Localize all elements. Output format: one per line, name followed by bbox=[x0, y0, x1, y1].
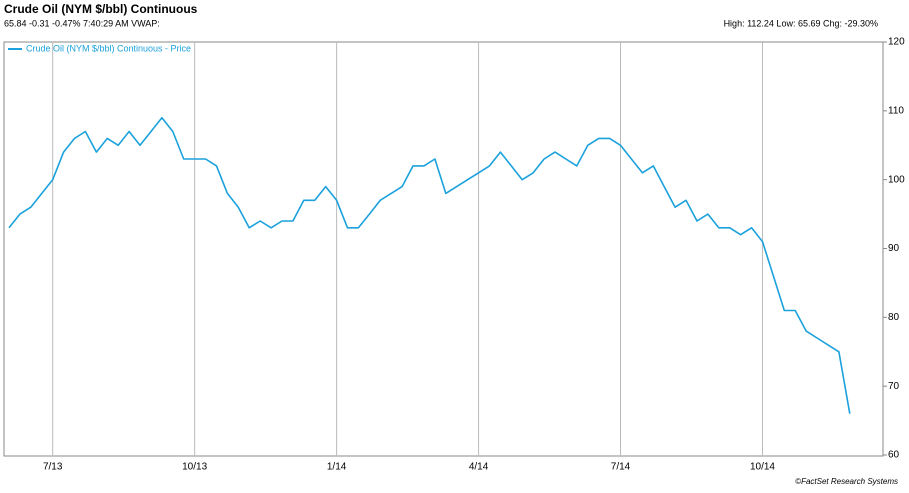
stats: High: 112.24 Low: 65.69 Chg: -29.30% bbox=[724, 18, 878, 28]
y-tick-label: 90 bbox=[888, 243, 900, 254]
plot-frame bbox=[3, 41, 884, 457]
x-tick-label: 10/13 bbox=[182, 462, 207, 473]
x-tick-label: 7/13 bbox=[43, 462, 63, 473]
y-tick-label: 120 bbox=[888, 37, 905, 48]
y-tick-label: 70 bbox=[888, 381, 900, 392]
credit: ©FactSet Research Systems bbox=[795, 477, 898, 486]
x-tick-label: 4/14 bbox=[469, 462, 489, 473]
y-tick-label: 60 bbox=[888, 450, 900, 461]
x-tick-label: 1/14 bbox=[327, 462, 347, 473]
x-tick-label: 7/14 bbox=[611, 462, 631, 473]
y-tick-label: 110 bbox=[888, 105, 904, 116]
price-line bbox=[8, 116, 851, 414]
chart-title: Crude Oil (NYM $/bbl) Continuous bbox=[4, 2, 198, 16]
subtitle: 65.84 -0.31 -0.47% 7:40:29 AM VWAP: bbox=[4, 18, 160, 28]
y-tick-label: 80 bbox=[888, 312, 900, 323]
legend-label: Crude Oil (NYM $/bbl) Continuous - Price bbox=[26, 43, 191, 53]
y-tick-label: 100 bbox=[888, 174, 905, 185]
x-tick-label: 10/14 bbox=[750, 462, 775, 473]
